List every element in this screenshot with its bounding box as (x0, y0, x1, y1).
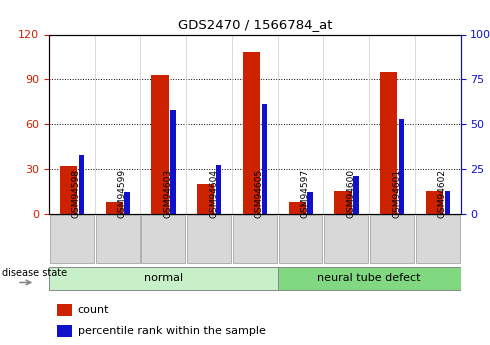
FancyBboxPatch shape (233, 215, 277, 263)
Text: normal: normal (144, 273, 183, 283)
Bar (444, 190, 450, 214)
FancyBboxPatch shape (279, 215, 322, 263)
Text: count: count (78, 305, 109, 315)
FancyBboxPatch shape (416, 215, 460, 263)
Bar (426, 191, 443, 214)
Bar (57, 304, 72, 316)
Bar (216, 166, 221, 214)
Text: GSM94601: GSM94601 (392, 169, 401, 218)
Bar (307, 193, 313, 214)
Text: neural tube defect: neural tube defect (318, 273, 421, 283)
Bar (399, 119, 404, 214)
FancyBboxPatch shape (187, 215, 231, 263)
Text: GSM94599: GSM94599 (118, 169, 126, 218)
FancyBboxPatch shape (142, 215, 185, 263)
FancyBboxPatch shape (324, 215, 368, 263)
FancyBboxPatch shape (50, 215, 94, 263)
Text: GSM94604: GSM94604 (209, 169, 218, 218)
Bar (106, 202, 123, 214)
Bar (124, 193, 130, 214)
Bar (151, 75, 169, 214)
Bar (197, 184, 215, 214)
Bar (79, 155, 84, 214)
Bar (60, 166, 77, 214)
Bar (380, 72, 397, 214)
Text: GSM94600: GSM94600 (346, 169, 355, 218)
Bar (170, 110, 175, 214)
Bar (57, 325, 72, 337)
Text: GSM94598: GSM94598 (72, 169, 81, 218)
FancyBboxPatch shape (49, 267, 278, 290)
Bar (262, 105, 267, 214)
Title: GDS2470 / 1566784_at: GDS2470 / 1566784_at (177, 18, 332, 31)
FancyBboxPatch shape (278, 267, 461, 290)
Bar (243, 52, 260, 214)
FancyBboxPatch shape (370, 215, 414, 263)
Text: GSM94602: GSM94602 (438, 169, 447, 218)
Bar (289, 202, 306, 214)
FancyBboxPatch shape (96, 215, 140, 263)
Bar (334, 191, 352, 214)
Text: disease state: disease state (2, 268, 67, 278)
Text: GSM94597: GSM94597 (300, 169, 310, 218)
Text: percentile rank within the sample: percentile rank within the sample (78, 326, 266, 336)
Text: GSM94605: GSM94605 (255, 169, 264, 218)
Text: GSM94603: GSM94603 (163, 169, 172, 218)
Bar (353, 176, 359, 214)
